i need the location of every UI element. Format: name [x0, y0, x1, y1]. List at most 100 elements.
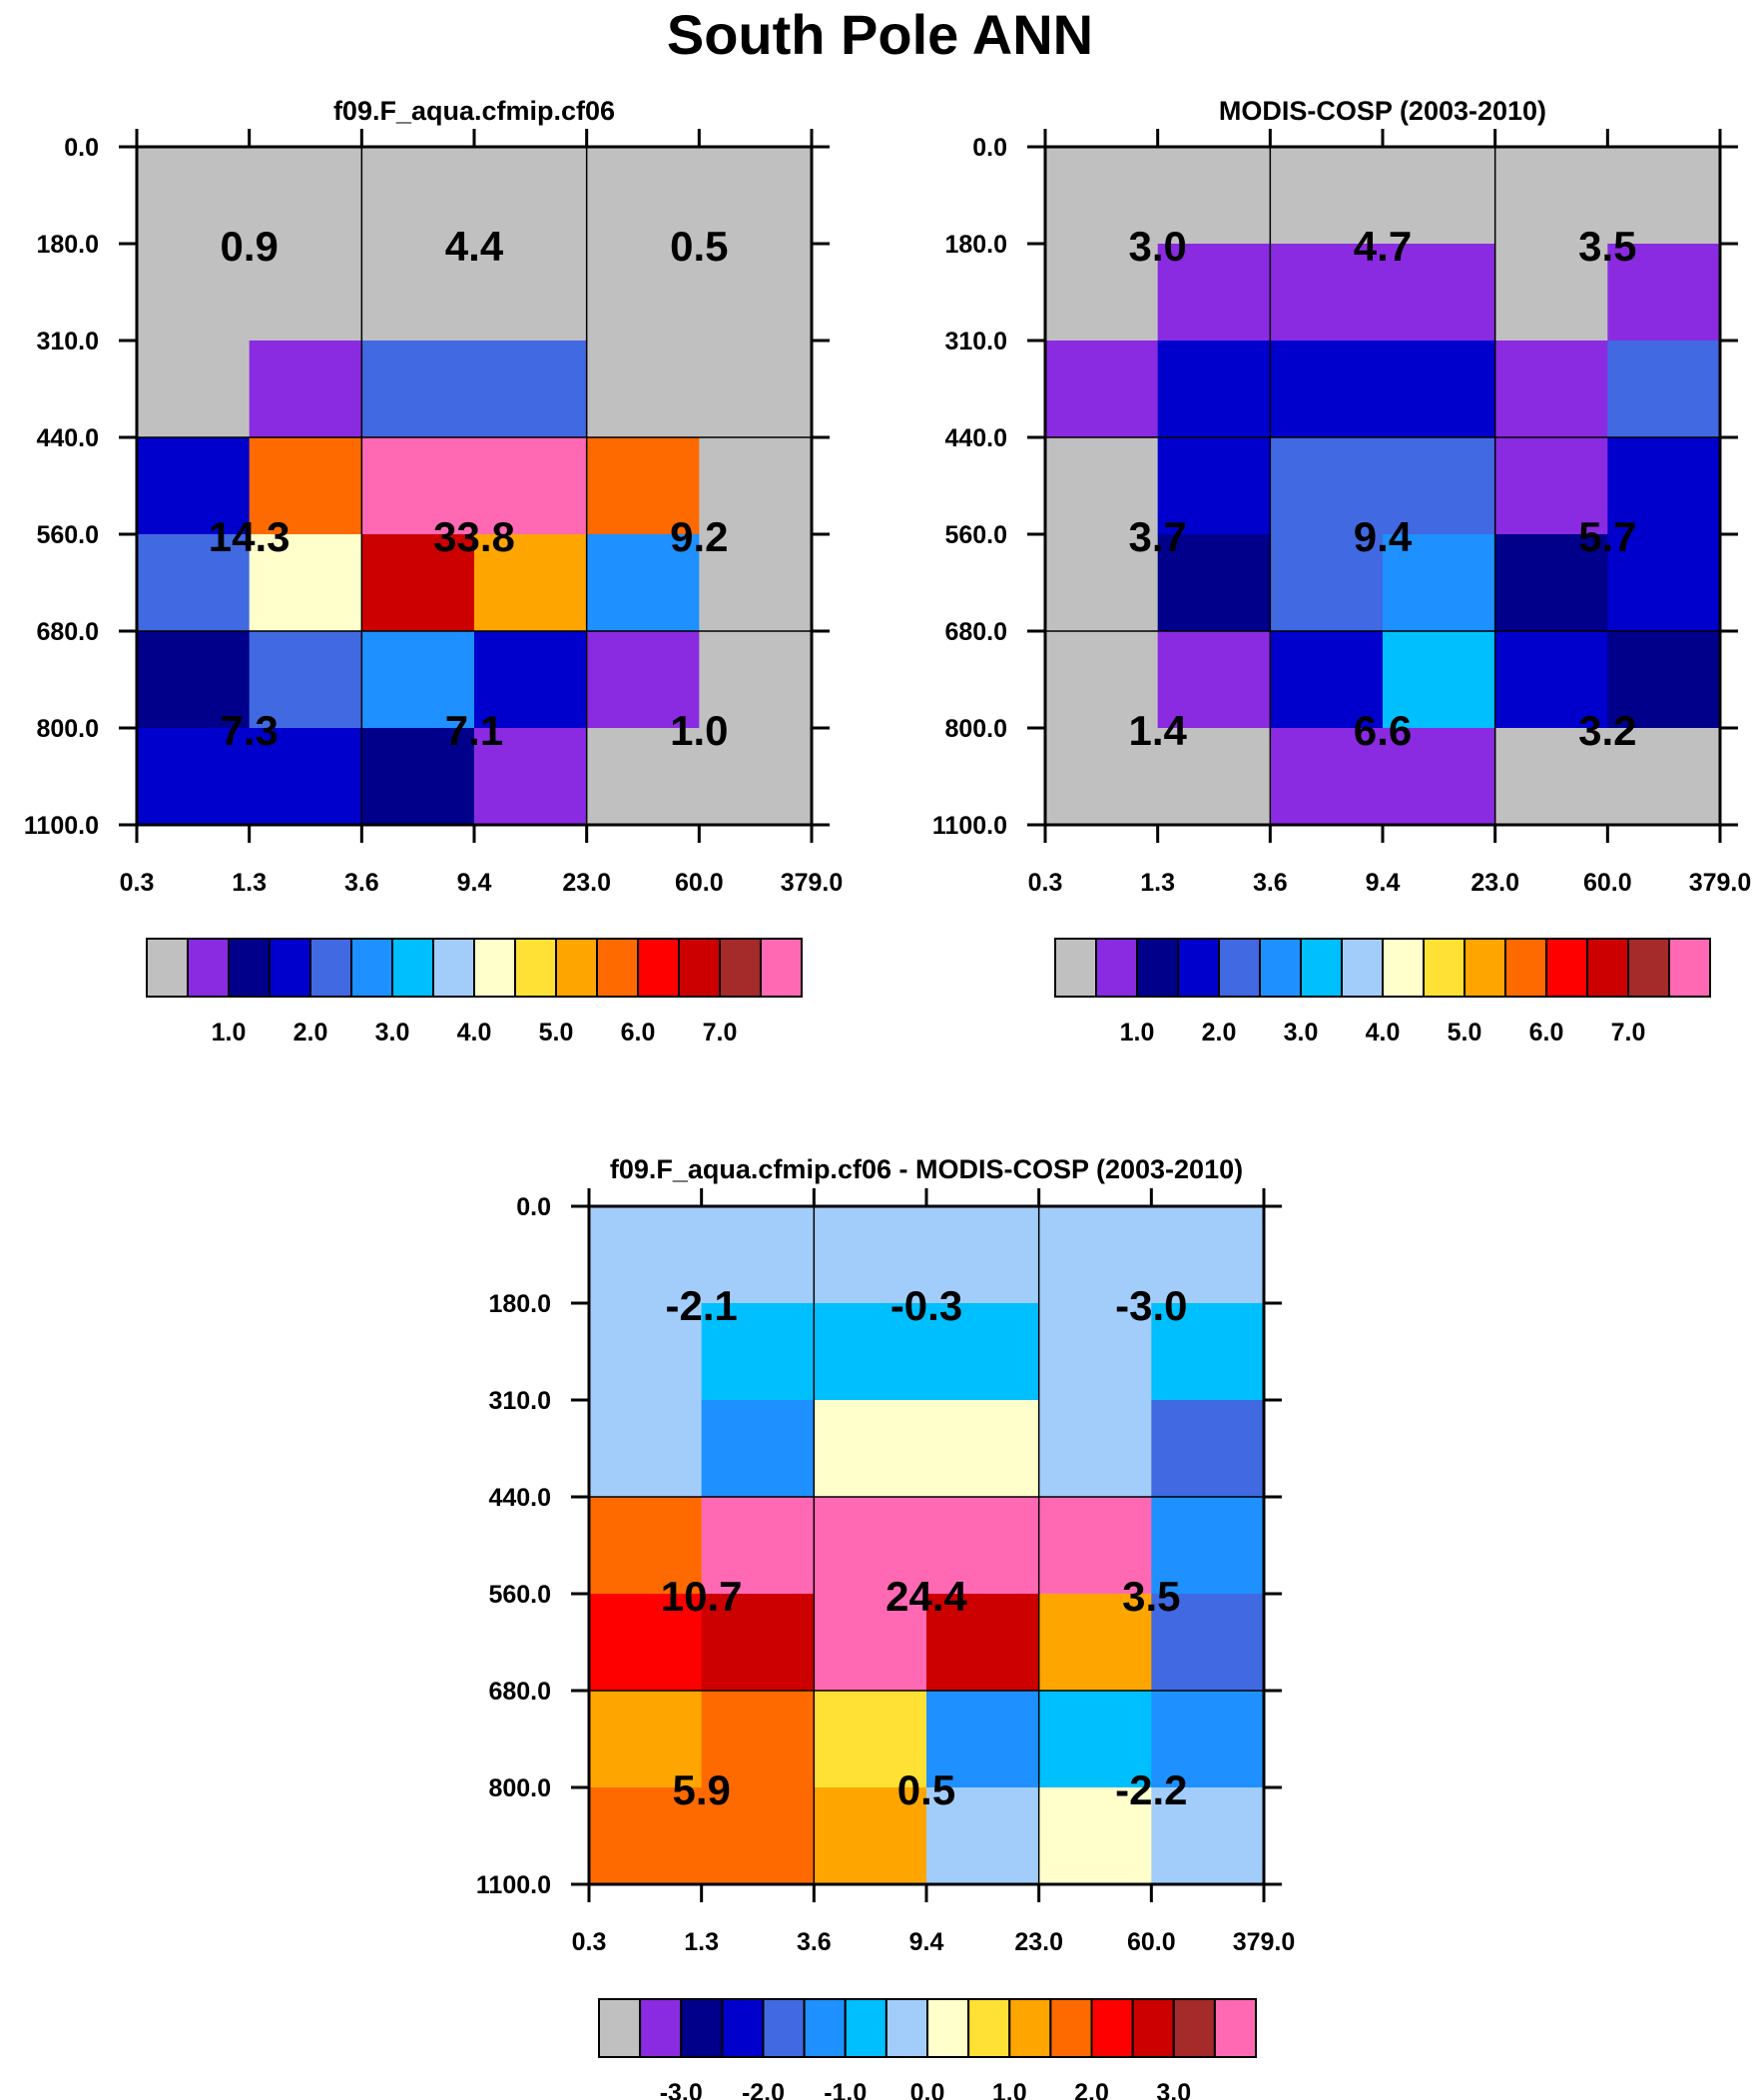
- colorbar-label: 5.0: [1448, 1019, 1482, 1047]
- colorbar-label: 3.0: [1284, 1019, 1319, 1047]
- heatmap-cell: [137, 534, 251, 632]
- colorbar-label: 1.0: [1120, 1019, 1155, 1047]
- colorbar-box: [639, 1998, 683, 2058]
- heatmap-cell: [249, 437, 362, 535]
- colorbar-box: [1259, 938, 1302, 998]
- x-tick-label: 23.0: [1014, 1928, 1063, 1956]
- heatmap-cell: [1383, 728, 1496, 826]
- heatmap-cell: [814, 1594, 927, 1692]
- heatmap-cell: [1383, 534, 1496, 632]
- heatmap-cell: [1151, 1787, 1265, 1885]
- colorbar-box: [680, 1998, 724, 2058]
- colorbar: 1.0 2.0 3.0 4.0 5.0 6.0 7.0: [1054, 938, 1711, 1047]
- heatmap-cell: [1607, 244, 1721, 342]
- heatmap-cell: [1494, 244, 1608, 342]
- summary-value: 3.5: [1122, 1573, 1180, 1620]
- heatmap-cell: [589, 1594, 703, 1692]
- heatmap-cell: [137, 244, 251, 342]
- heatmap-cell: [249, 728, 362, 826]
- heatmap-cell: [1607, 728, 1721, 826]
- summary-value: -2.2: [1115, 1766, 1187, 1813]
- summary-value: 7.3: [220, 707, 278, 754]
- panel-title: f09.F_aqua.cfmip.cf06: [333, 96, 615, 126]
- summary-value: -0.3: [890, 1282, 962, 1329]
- x-tick-label: 0.3: [572, 1928, 607, 1956]
- heatmap-cell: [701, 1594, 815, 1692]
- heatmap-cell: [474, 437, 588, 535]
- colorbar-label: 7.0: [703, 1019, 738, 1047]
- colorbar-box: [1464, 938, 1506, 998]
- heatmap-cell: [701, 1206, 815, 1304]
- colorbar-box: [678, 938, 721, 998]
- heatmap-cell: [701, 1303, 815, 1401]
- y-tick-label: 560.0: [36, 521, 99, 549]
- colorbar-box: [187, 938, 230, 998]
- heatmap-cell: [1151, 1594, 1265, 1692]
- colorbar-box: [598, 1998, 642, 2058]
- heatmap-cell: [586, 631, 700, 729]
- heatmap-cell: [1270, 437, 1384, 535]
- colorbar-box: [967, 1998, 1011, 2058]
- heatmap-cell: [589, 1400, 703, 1498]
- colorbar-box: [1049, 1998, 1093, 2058]
- colorbar-box: [1136, 938, 1179, 998]
- heatmap-cell: [1383, 147, 1496, 245]
- x-tick-label: 379.0: [781, 869, 844, 897]
- heatmap-cell: [1045, 147, 1159, 245]
- heatmap-cell: [361, 437, 475, 535]
- colorbar: -3.0 -2.0 -1.0 0.0 1.0 2.0 3.0: [598, 1998, 1257, 2100]
- heatmap-cell: [1494, 341, 1608, 438]
- heatmap-cell: [474, 631, 588, 729]
- colorbar-box: [1213, 1998, 1257, 2058]
- x-tick-label: 23.0: [562, 869, 611, 897]
- x-tick-label: 1.3: [684, 1928, 719, 1956]
- colorbar-box: [555, 938, 598, 998]
- colorbar-box: [1131, 1998, 1175, 2058]
- summary-value: 3.5: [1578, 223, 1636, 270]
- colorbar-label: 7.0: [1611, 1019, 1646, 1047]
- heatmap-cell: [1494, 728, 1608, 826]
- heatmap-cell: [249, 147, 362, 245]
- heatmap-cell: [814, 1497, 927, 1595]
- colorbar-box: [309, 938, 352, 998]
- heatmap-cell: [1045, 244, 1159, 342]
- summary-value: 0.5: [897, 1766, 955, 1813]
- panel-title: MODIS-COSP (2003-2010): [1219, 96, 1546, 126]
- x-tick-label: 23.0: [1470, 869, 1519, 897]
- heatmap-cell: [1157, 534, 1271, 632]
- colorbar-label: 6.0: [621, 1019, 656, 1047]
- colorbar-box: [844, 1998, 887, 2058]
- x-tick-label: 9.4: [457, 869, 492, 897]
- y-tick-label: 800.0: [36, 715, 99, 743]
- colorbar-box: [596, 938, 639, 998]
- colorbar-label: 5.0: [539, 1019, 574, 1047]
- heatmap-cell: [361, 728, 475, 826]
- heatmap-cell: [1494, 437, 1608, 535]
- summary-value: 4.4: [445, 223, 504, 270]
- heatmap-cell: [1383, 631, 1496, 729]
- summary-value: 1.0: [670, 707, 728, 754]
- x-tick-label: 1.3: [1140, 869, 1175, 897]
- heatmap-cell: [1607, 341, 1721, 438]
- heatmap-cell: [701, 1787, 815, 1885]
- summary-value: 9.4: [1354, 513, 1413, 560]
- heatmap-cell: [586, 728, 700, 826]
- x-tick-label: 379.0: [1233, 1928, 1296, 1956]
- colorbar-box: [1172, 1998, 1216, 2058]
- colorbar-label: -3.0: [660, 2079, 703, 2100]
- colorbar-label: 6.0: [1529, 1019, 1564, 1047]
- summary-value: -2.1: [665, 1282, 737, 1329]
- colorbar-box: [1177, 938, 1220, 998]
- colorbar-box: [1095, 938, 1138, 998]
- colorbar-label: -2.0: [742, 2079, 785, 2100]
- colorbar-label: 1.0: [212, 1019, 247, 1047]
- x-tick-label: 3.6: [344, 869, 379, 897]
- x-tick-label: 0.3: [1028, 869, 1063, 897]
- heatmap-cell: [249, 244, 362, 342]
- heatmap-cell: [814, 1206, 927, 1304]
- x-tick-label: 1.3: [232, 869, 267, 897]
- y-tick-label: 680.0: [944, 618, 1007, 646]
- heatmap-cell: [699, 437, 813, 535]
- colorbar-box: [637, 938, 680, 998]
- summary-value: 33.8: [433, 513, 515, 560]
